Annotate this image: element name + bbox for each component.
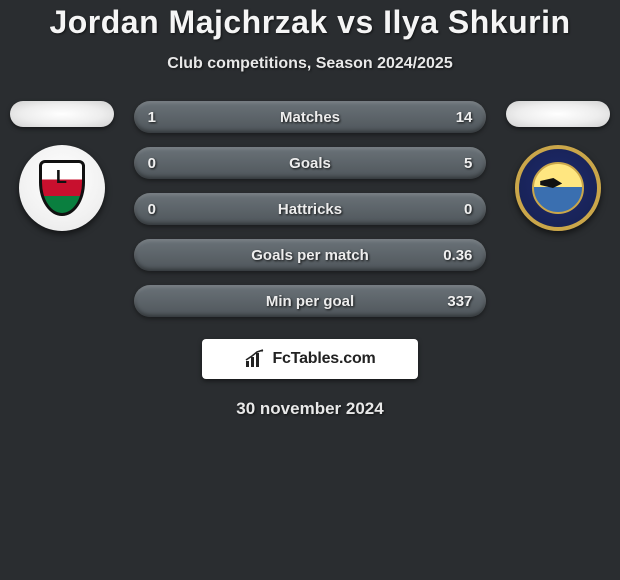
stat-row-matches: 1 Matches 14 [134,101,487,133]
main-row: L 1 Matches 14 0 Goals 5 0 Hattricks 0 G… [0,101,620,317]
stat-left-value: 1 [148,109,188,126]
comparison-card: Jordan Majchrzak vs Ilya Shkurin Club co… [0,0,620,580]
subtitle: Club competitions, Season 2024/2025 [0,55,620,73]
right-team-badge [515,145,601,231]
right-player-pill [506,101,610,127]
left-team-badge: L [19,145,105,231]
stat-right-value: 14 [432,109,472,126]
page-title: Jordan Majchrzak vs Ilya Shkurin [0,4,620,41]
stat-right-value: 0.36 [432,247,472,264]
stat-left-value: 0 [148,201,188,218]
left-column: L [8,101,116,231]
stat-row-goals: 0 Goals 5 [134,147,487,179]
stat-right-value: 0 [432,201,472,218]
left-player-pill [10,101,114,127]
legia-shield-icon: L [39,160,85,216]
stat-row-min-per-goal: Min per goal 337 [134,285,487,317]
stat-right-value: 337 [432,293,472,310]
stat-row-goals-per-match: Goals per match 0.36 [134,239,487,271]
right-column [504,101,612,231]
stal-inner-icon [532,162,584,214]
brand-label: FcTables.com [272,350,375,368]
stat-left-value: 0 [148,155,188,172]
bar-chart-icon [244,349,266,369]
brand-box: FcTables.com [202,339,418,379]
stats-column: 1 Matches 14 0 Goals 5 0 Hattricks 0 Goa… [134,101,487,317]
date-line: 30 november 2024 [0,399,620,419]
stat-row-hattricks: 0 Hattricks 0 [134,193,487,225]
stat-right-value: 5 [432,155,472,172]
